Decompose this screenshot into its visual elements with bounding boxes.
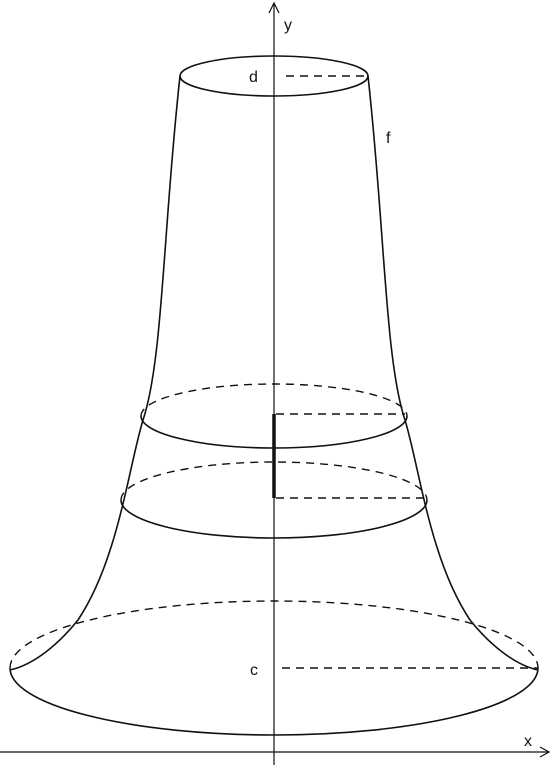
lower-slice-back-arc (120, 461, 428, 501)
upper-slice-back-arc (140, 383, 408, 417)
bottom-ellipse-back-arc (9, 600, 539, 669)
top-level-label-d: d (249, 69, 258, 86)
curve-label-f: f (386, 130, 391, 147)
left-profile-curve (9, 75, 181, 671)
lower-slice-front-arc (120, 499, 428, 539)
right-profile-curve (367, 75, 539, 671)
x-axis-label: x (524, 733, 532, 750)
y-axis-label: y (284, 17, 292, 34)
y-axis-arrowhead (268, 1, 280, 14)
bottom-level-label-c: c (250, 662, 258, 679)
x-axis-arrowhead (539, 746, 551, 758)
bottom-ellipse-front-arc (9, 667, 539, 736)
